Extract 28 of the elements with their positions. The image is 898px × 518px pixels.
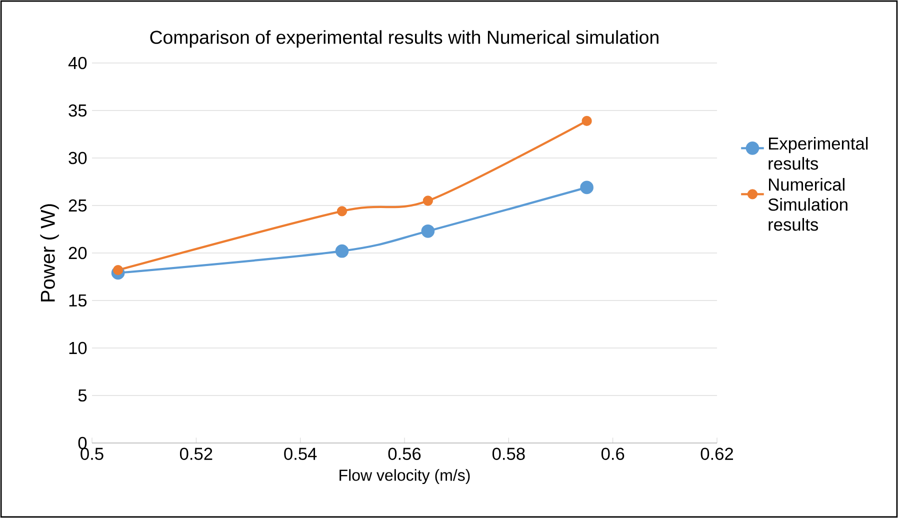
- x-tick-label: 0.6: [601, 448, 624, 460]
- point: [336, 206, 348, 216]
- point: [112, 265, 124, 276]
- y-tick-label: 25: [68, 199, 87, 212]
- x-axis-title: Flow velocity (m/s): [340, 469, 470, 484]
- y-axis-title: Power ( W): [40, 204, 59, 302]
- point: [582, 116, 592, 126]
- point: [335, 244, 349, 258]
- x-tick-label: 0.52: [180, 448, 212, 460]
- y-tick-label: 30: [68, 152, 87, 164]
- y-tick-label: 15: [69, 294, 87, 307]
- legend-label: Experimental results: [768, 136, 868, 170]
- y-tick-label: 0: [78, 436, 87, 450]
- y-tick-label: 20: [68, 246, 87, 260]
- point: [422, 196, 434, 206]
- chart-title: Comparison of experimental results with Numerical simulation: [150, 30, 658, 48]
- y-tick-label: 5: [78, 389, 87, 402]
- point: [580, 180, 594, 194]
- y-tick-label: 35: [68, 104, 87, 117]
- x-tick-label: 0.5: [80, 448, 104, 460]
- y-tick-label: 40: [68, 56, 87, 70]
- y-tick-label: 10: [69, 342, 87, 354]
- legend-label: Numerical Simulation results: [768, 178, 848, 231]
- x-tick-label: 0.54: [284, 448, 317, 460]
- x-tick-label: 0.58: [492, 448, 525, 460]
- x-tick-label: 0.62: [700, 448, 733, 460]
- point: [421, 224, 435, 238]
- x-tick-label: 0.56: [388, 448, 421, 460]
